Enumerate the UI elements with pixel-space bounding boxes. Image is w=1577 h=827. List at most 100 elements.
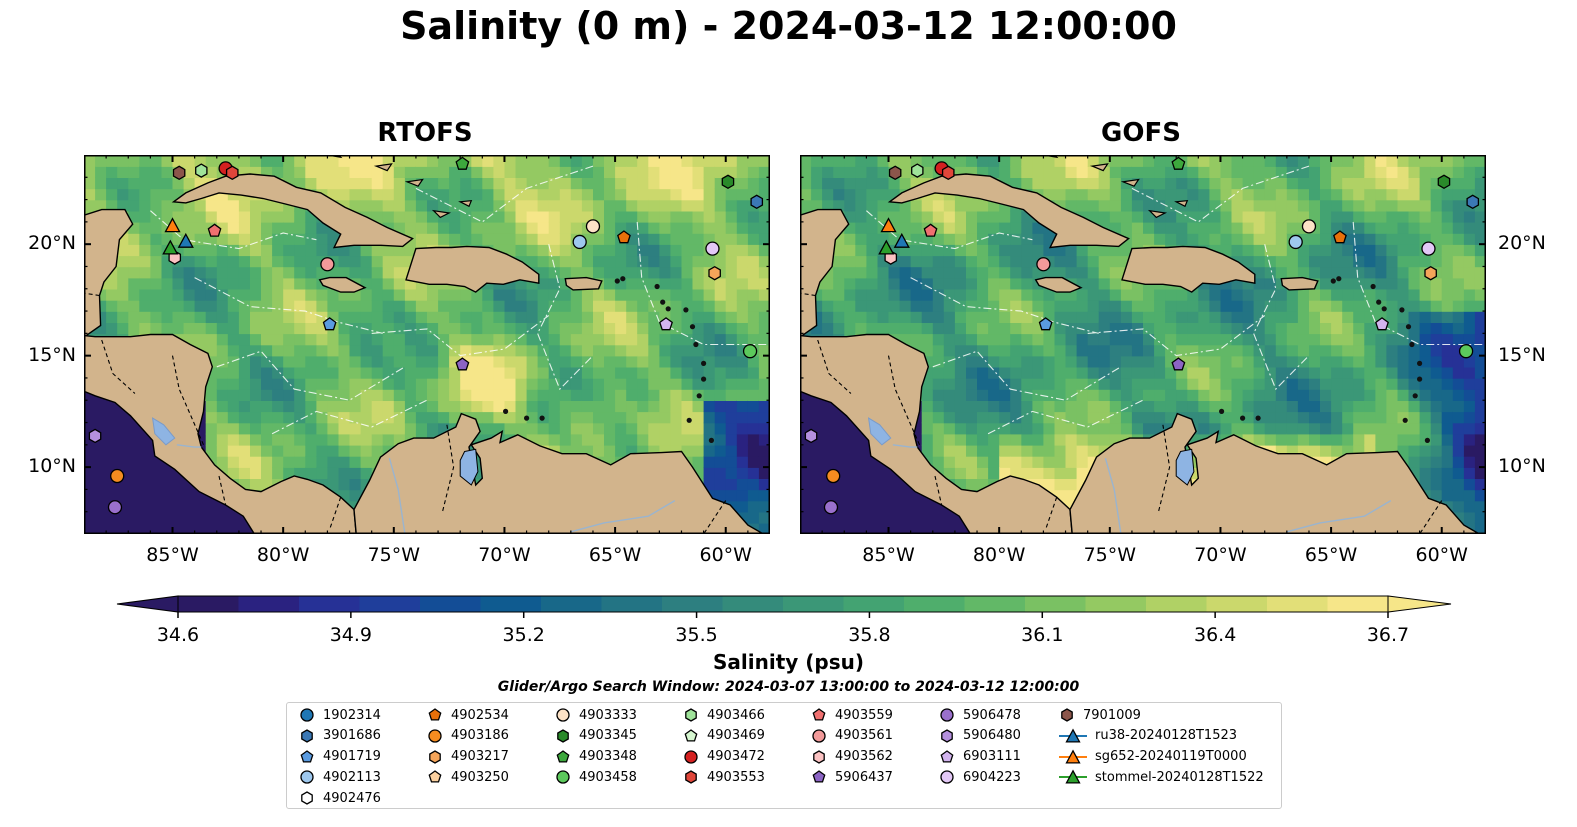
legend-triangle-icon: [1065, 749, 1081, 764]
float-5906478: [107, 500, 123, 515]
float-5906480: [804, 428, 818, 444]
panel-title-gofs: GOFS: [1101, 118, 1181, 148]
legend-item: 4903559: [811, 705, 893, 725]
legend-item: 4903345: [555, 726, 637, 746]
legend-label: 4903217: [451, 749, 509, 765]
float-4903345: [1437, 174, 1451, 190]
float-4903561: [1036, 257, 1051, 272]
legend-marker-icon: [812, 708, 826, 721]
float-4903466: [195, 163, 208, 178]
legend-label: 4903250: [451, 769, 509, 785]
float-7901009: [888, 165, 902, 181]
lon-tick-label: 85°W: [146, 544, 199, 566]
legend-marker-icon: [1059, 749, 1087, 764]
legend-item: 5906478: [939, 705, 1021, 725]
legend-hexagon-icon: [685, 770, 697, 785]
legend-item: 4903466: [683, 705, 765, 725]
lon-tick-label: 65°W: [1304, 544, 1358, 566]
legend-label: 6903111: [963, 749, 1021, 765]
float-4903333: [1301, 219, 1317, 234]
legend-label: 4901719: [323, 749, 381, 765]
legend-hexagon-icon: [685, 708, 697, 722]
search-window-text: Glider/Argo Search Window: 2024-03-07 13…: [497, 679, 1080, 695]
lon-tick-label: 60°W: [699, 544, 752, 566]
map-panel-rtofs: [84, 155, 770, 534]
colorbar-min-extend: [116, 595, 179, 613]
float-4903186: [110, 468, 125, 484]
legend-triangle-icon: [1065, 728, 1081, 743]
colorbar-segment: [601, 596, 663, 612]
legend-label: 4903186: [451, 728, 509, 744]
lon-tick-label: 80°W: [256, 544, 310, 566]
colorbar-segment: [178, 596, 240, 612]
legend-circle-icon: [940, 708, 954, 722]
map-frame: [84, 155, 770, 534]
legend-label: 4903559: [835, 707, 893, 723]
colorbar-segment: [480, 596, 542, 612]
legend-label: sg652-20240119T0000: [1095, 749, 1247, 765]
colorbar-tick-label: 35.2: [502, 624, 545, 646]
legend: 1902314 3901686 4901719 4902113 4902476 49025…: [286, 702, 1282, 809]
colorbar-segment: [1085, 596, 1147, 612]
legend-marker-icon: [428, 770, 442, 783]
float-3901686: [1466, 194, 1480, 210]
float-7901009: [172, 165, 186, 181]
lon-tick-label: 80°W: [972, 544, 1026, 566]
float-4903348: [455, 156, 470, 170]
float-4903553: [941, 165, 955, 181]
lat-tick-label-left: 15°N: [28, 343, 76, 366]
eez-boundaries: [866, 165, 1486, 435]
legend-pentagon-icon: [812, 708, 826, 721]
colorbar-label: Salinity (psu): [712, 650, 864, 674]
legend-marker-icon: [1059, 769, 1087, 784]
legend-item: 4902534: [427, 705, 509, 725]
legend-label: 4903553: [707, 769, 765, 785]
lesser-antilles: [503, 276, 715, 443]
colorbar-tick-label: 36.1: [1021, 624, 1064, 646]
legend-pentagon-icon: [428, 708, 442, 721]
colorbar-segment: [359, 596, 421, 612]
legend-label: 5906437: [835, 769, 893, 785]
rivers: [892, 444, 1392, 534]
legend-circle-icon: [812, 729, 826, 743]
colorbar-tick-label: 35.5: [675, 624, 718, 646]
legend-item: ru38-20240128T1523: [1059, 726, 1237, 746]
country-borders: [84, 292, 727, 534]
colorbar: [116, 595, 1452, 618]
legend-marker-icon: [941, 729, 953, 743]
legend-hexagon-icon: [941, 729, 953, 743]
legend-item: 6904223: [939, 767, 1021, 787]
float-4903345: [721, 174, 735, 190]
legend-triangle-icon: [1065, 769, 1081, 784]
legend-label: 4902476: [323, 790, 381, 806]
legend-marker-icon: [556, 749, 570, 763]
lon-tick-label: 60°W: [1415, 544, 1468, 566]
legend-item: 5906480: [939, 726, 1021, 746]
float-6904223: [1421, 241, 1436, 256]
legend-marker-icon: [940, 749, 954, 763]
float-3901686: [750, 194, 764, 210]
legend-label: 4903472: [707, 749, 765, 765]
colorbar-segment: [722, 596, 784, 612]
legend-label: 4903333: [579, 707, 637, 723]
legend-circle-icon: [556, 770, 570, 785]
legend-pentagon-icon: [428, 770, 442, 783]
map-frame: [800, 155, 1486, 534]
legend-item: 4902476: [299, 788, 381, 808]
legend-item: stommel-20240128T1522: [1059, 767, 1264, 787]
legend-item: 7901009: [1059, 705, 1141, 725]
legend-hexagon-icon: [429, 749, 441, 764]
lat-tick-label-left: 20°N: [28, 232, 76, 255]
lon-tick-label: 70°W: [478, 544, 531, 566]
legend-label: 6904223: [963, 769, 1021, 785]
legend-marker-icon: [940, 770, 954, 785]
float-4903559: [923, 223, 938, 237]
float-6903111: [1375, 317, 1389, 331]
float-5906478: [823, 500, 839, 515]
legend-item: 6903111: [939, 747, 1021, 767]
legend-circle-icon: [428, 729, 442, 743]
legend-marker-icon: [556, 708, 570, 722]
glider-ru38-20240128T1523: [893, 232, 910, 248]
legend-hexagon-icon: [1061, 708, 1073, 722]
colorbar-tick-label: 36.7: [1366, 624, 1410, 646]
